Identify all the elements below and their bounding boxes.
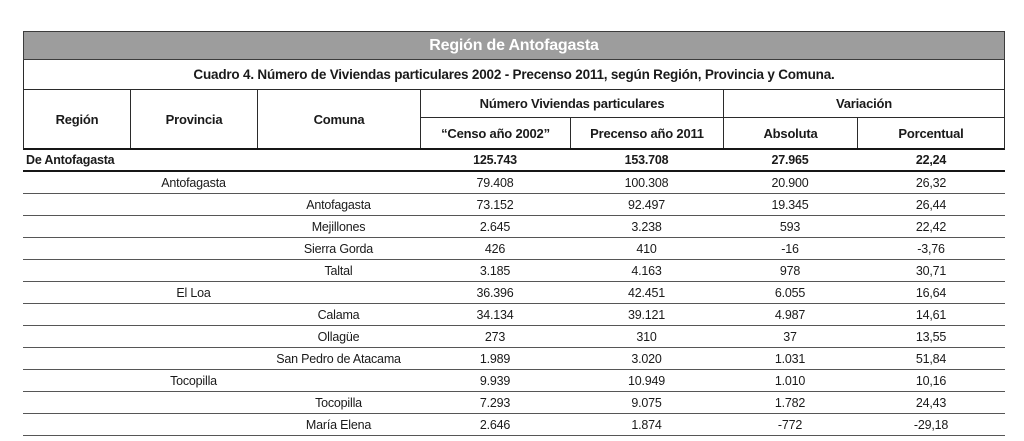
cell-absoluta: 978 xyxy=(779,263,801,278)
cell-absoluta: 20.900 xyxy=(771,175,809,190)
cell-porcentual: -3,76 xyxy=(917,241,945,256)
cell-precenso2011: 92.497 xyxy=(627,197,666,212)
table-title: Región de Antofagasta xyxy=(429,36,599,54)
cell-comuna: Taltal xyxy=(324,263,353,278)
cell-absoluta: 19.345 xyxy=(771,197,809,212)
cell-porcentual: 26,44 xyxy=(915,197,947,212)
cell-provincia: Antofagasta xyxy=(161,175,226,190)
cell-censo2002: 36.396 xyxy=(476,285,514,300)
table-row-comuna: Tocopilla 7.293 9.075 1.782 24,43 xyxy=(23,392,1005,414)
table-row-comuna: Calama 34.134 39.121 4.987 14,61 xyxy=(23,304,1005,326)
cell-absoluta: 27.965 xyxy=(771,153,809,167)
cell-absoluta: -16 xyxy=(781,241,799,256)
table-title-bar: Región de Antofagasta xyxy=(23,31,1005,60)
cell-region: De Antofagasta xyxy=(26,153,115,167)
cell-absoluta: -772 xyxy=(777,417,803,432)
cell-precenso2011: 4.163 xyxy=(631,263,662,278)
cell-censo2002: 273 xyxy=(484,329,506,344)
cell-precenso2011: 153.708 xyxy=(624,153,669,167)
column-header-porcentual: Porcentual xyxy=(898,125,964,141)
cell-porcentual: 13,55 xyxy=(915,329,947,344)
cell-comuna: Sierra Gorda xyxy=(303,241,374,256)
cell-absoluta: 1.010 xyxy=(774,373,806,388)
cell-porcentual: 24,43 xyxy=(915,395,947,410)
table-row-comuna: San Pedro de Atacama 1.989 3.020 1.031 51,84 xyxy=(23,348,1005,370)
cell-precenso2011: 100.308 xyxy=(624,175,669,190)
table-row-comuna: Sierra Gorda 426 410 -16 -3,76 xyxy=(23,238,1005,260)
table-body: De Antofagasta 125.743 153.708 27.965 22,24 A… xyxy=(23,150,1005,436)
cell-comuna: San Pedro de Atacama xyxy=(276,351,401,366)
cell-precenso2011: 410 xyxy=(636,241,657,256)
cell-censo2002: 3.185 xyxy=(479,263,511,278)
cell-censo2002: 73.152 xyxy=(476,197,514,212)
cell-porcentual: 16,64 xyxy=(915,285,947,300)
column-group-variacion: Variación xyxy=(724,90,1004,118)
cell-absoluta: 37 xyxy=(783,329,797,344)
cell-censo2002: 426 xyxy=(484,241,506,256)
cell-precenso2011: 42.451 xyxy=(627,285,666,300)
cell-censo2002: 9.939 xyxy=(479,373,511,388)
cell-precenso2011: 10.949 xyxy=(627,373,666,388)
table-row-provincia: Antofagasta 79.408 100.308 20.900 26,32 xyxy=(23,172,1005,194)
table-row-comuna: Taltal 3.185 4.163 978 30,71 xyxy=(23,260,1005,282)
column-header-precenso-2011: Precenso año 2011 xyxy=(571,118,724,148)
cell-porcentual: 26,32 xyxy=(915,175,947,190)
column-group-viviendas: Número Viviendas particulares xyxy=(421,90,724,118)
cell-provincia: El Loa xyxy=(176,285,211,300)
cell-censo2002: 2.645 xyxy=(479,219,511,234)
cell-porcentual: 22,24 xyxy=(915,153,947,167)
cell-censo2002: 1.989 xyxy=(479,351,511,366)
cell-precenso2011: 39.121 xyxy=(627,307,666,322)
column-header-censo-2002: “Censo año 2002” xyxy=(421,118,571,148)
cell-absoluta: 593 xyxy=(779,219,801,234)
cell-absoluta: 4.987 xyxy=(774,307,806,322)
table-subtitle: Cuadro 4. Número de Viviendas particular… xyxy=(23,60,1005,90)
column-header-region: Región xyxy=(24,90,131,148)
cell-porcentual: 10,16 xyxy=(915,373,947,388)
cell-comuna: Tocopilla xyxy=(315,395,362,410)
cell-censo2002: 79.408 xyxy=(476,175,514,190)
cell-porcentual: 14,61 xyxy=(915,307,947,322)
cell-porcentual: 30,71 xyxy=(915,263,947,278)
cell-comuna: Mejillones xyxy=(311,219,366,234)
cell-precenso2011: 3.020 xyxy=(631,351,662,366)
table-row-comuna: Antofagasta 73.152 92.497 19.345 26,44 xyxy=(23,194,1005,216)
cuadro4-table: Región de Antofagasta Cuadro 4. Número d… xyxy=(23,31,1005,436)
column-header-provincia: Provincia xyxy=(131,90,258,148)
cell-absoluta: 1.782 xyxy=(774,395,806,410)
cell-precenso2011: 1.874 xyxy=(631,417,662,432)
cell-comuna: Calama xyxy=(317,307,360,322)
cell-provincia: Tocopilla xyxy=(170,373,217,388)
column-header-comuna: Comuna xyxy=(258,90,421,148)
table-header: Región Provincia Comuna Número Viviendas… xyxy=(23,90,1005,150)
cell-porcentual: -29,18 xyxy=(913,417,949,432)
cell-porcentual: 51,84 xyxy=(915,351,947,366)
cell-precenso2011: 3.238 xyxy=(631,219,662,234)
cell-comuna: Ollagüe xyxy=(317,329,360,344)
column-header-absoluta: Absoluta xyxy=(724,118,858,148)
cell-censo2002: 34.134 xyxy=(476,307,514,322)
cell-precenso2011: 310 xyxy=(636,329,657,344)
cell-porcentual: 22,42 xyxy=(915,219,947,234)
cell-censo2002: 7.293 xyxy=(479,395,511,410)
cell-censo2002: 125.743 xyxy=(473,153,517,167)
cell-comuna: Antofagasta xyxy=(306,197,371,212)
table-row-comuna: Ollagüe 273 310 37 13,55 xyxy=(23,326,1005,348)
table-row-provincia: Tocopilla 9.939 10.949 1.010 10,16 xyxy=(23,370,1005,392)
table-row-provincia: El Loa 36.396 42.451 6.055 16,64 xyxy=(23,282,1005,304)
table-row-comuna: María Elena 2.646 1.874 -772 -29,18 xyxy=(23,414,1005,436)
cell-absoluta: 6.055 xyxy=(774,285,806,300)
table-row-region: De Antofagasta 125.743 153.708 27.965 22,24 xyxy=(23,150,1005,172)
table-row-comuna: Mejillones 2.645 3.238 593 22,42 xyxy=(23,216,1005,238)
cell-absoluta: 1.031 xyxy=(774,351,806,366)
cell-comuna: María Elena xyxy=(305,417,372,432)
cell-censo2002: 2.646 xyxy=(479,417,511,432)
cell-precenso2011: 9.075 xyxy=(631,395,662,410)
